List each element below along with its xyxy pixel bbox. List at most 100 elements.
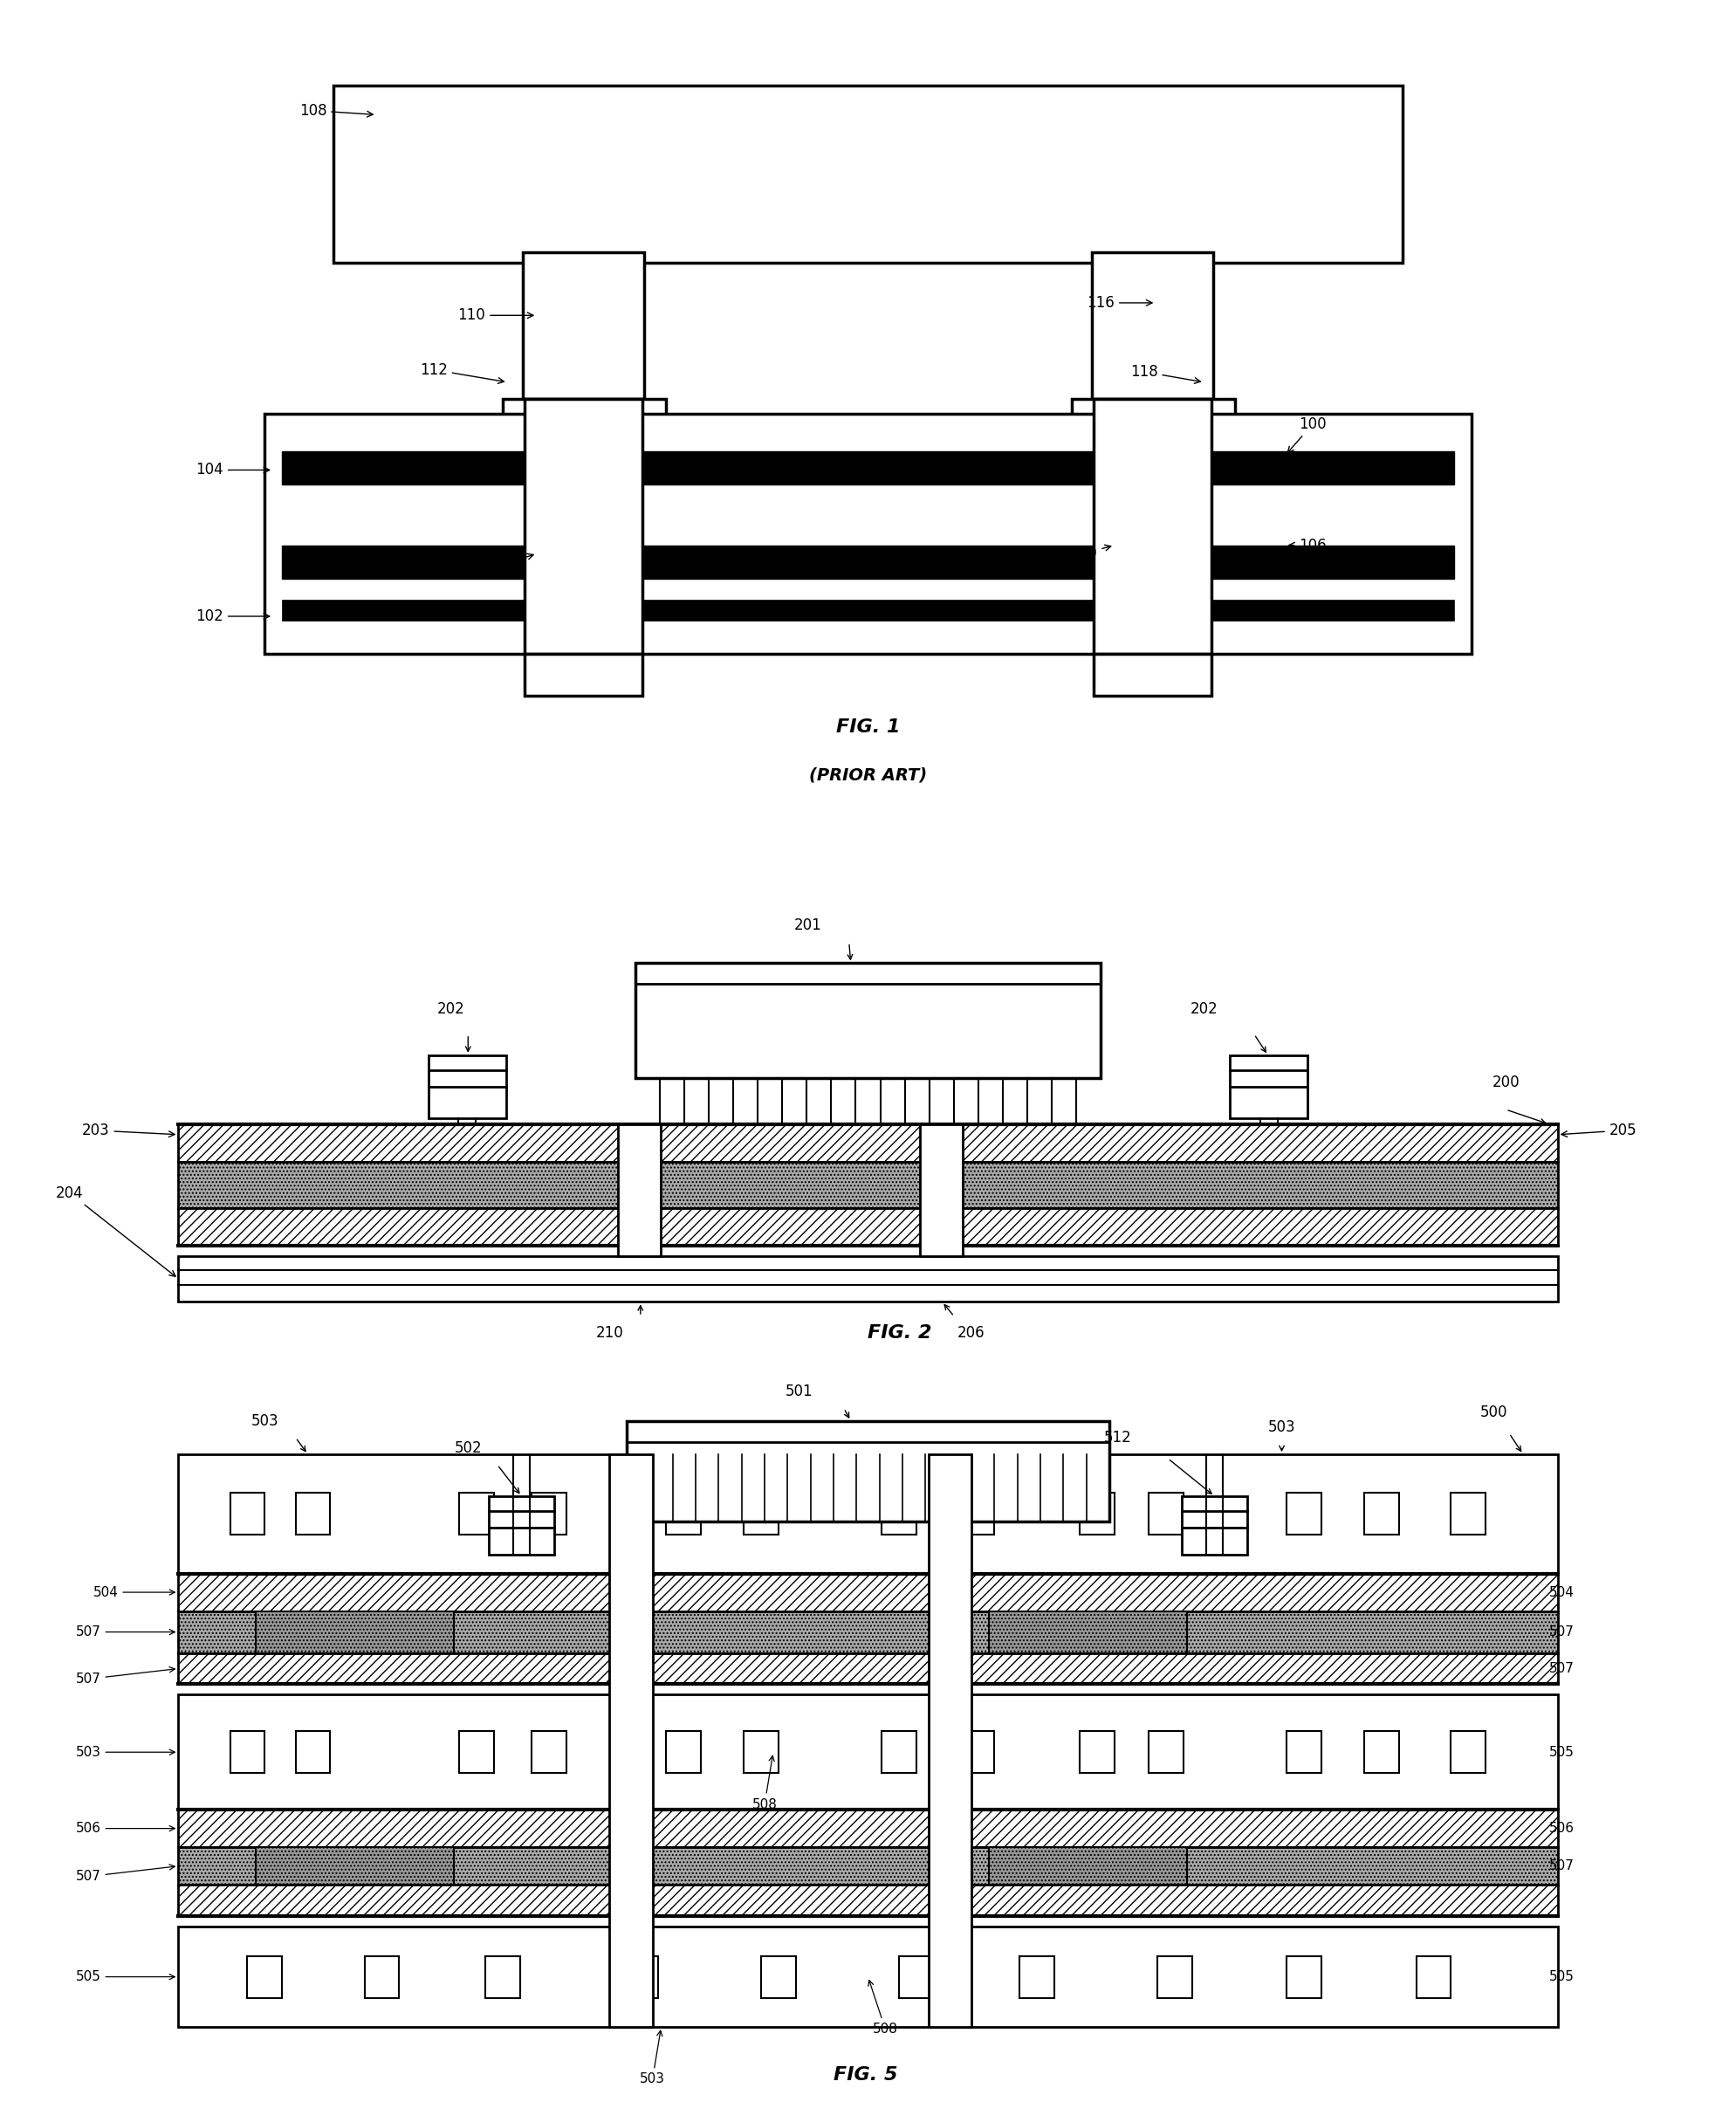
Bar bbox=[460, 1732, 495, 1774]
Text: 508: 508 bbox=[752, 1755, 778, 1812]
Text: 112: 112 bbox=[420, 362, 503, 383]
Bar bbox=[524, 654, 642, 696]
Bar bbox=[1094, 654, 1212, 696]
Bar bbox=[1019, 1957, 1054, 1997]
Text: 507: 507 bbox=[76, 1667, 175, 1686]
Bar bbox=[1092, 252, 1213, 399]
Bar bbox=[179, 1162, 1557, 1209]
Text: 206: 206 bbox=[958, 1324, 986, 1341]
Bar bbox=[1364, 1732, 1399, 1774]
Bar bbox=[531, 1492, 566, 1534]
Bar bbox=[502, 399, 667, 446]
Bar bbox=[523, 252, 644, 399]
Text: 120: 120 bbox=[1069, 544, 1111, 561]
Text: FIG. 2: FIG. 2 bbox=[868, 1324, 932, 1341]
Text: 106: 106 bbox=[1288, 538, 1326, 553]
Bar bbox=[1149, 1732, 1184, 1774]
Bar bbox=[281, 452, 1455, 486]
Text: 203: 203 bbox=[82, 1122, 175, 1139]
Bar bbox=[929, 1455, 972, 2026]
Text: 505: 505 bbox=[76, 1970, 175, 1984]
Bar bbox=[1417, 1957, 1451, 1997]
Text: 507: 507 bbox=[1549, 1663, 1575, 1675]
Bar bbox=[179, 1885, 1557, 1917]
Bar bbox=[1071, 399, 1236, 446]
Text: 202: 202 bbox=[437, 1001, 465, 1017]
Text: 503: 503 bbox=[76, 1745, 175, 1759]
Bar bbox=[745, 1492, 778, 1534]
Bar bbox=[231, 1492, 264, 1534]
Bar bbox=[179, 1255, 1557, 1301]
Bar bbox=[486, 1957, 519, 1997]
Text: 512: 512 bbox=[1104, 1429, 1132, 1446]
Text: FIG. 1: FIG. 1 bbox=[837, 719, 899, 736]
Bar bbox=[179, 1455, 1557, 1574]
Bar bbox=[281, 544, 1455, 578]
Text: 507: 507 bbox=[76, 1864, 175, 1883]
Bar bbox=[524, 399, 642, 654]
Text: 503: 503 bbox=[250, 1413, 278, 1429]
Bar bbox=[745, 1732, 778, 1774]
Bar bbox=[1286, 1492, 1321, 1534]
Bar bbox=[179, 1610, 1557, 1652]
Bar bbox=[882, 1492, 917, 1534]
Bar bbox=[179, 1810, 1557, 1848]
Bar bbox=[760, 1957, 795, 1997]
Bar bbox=[1182, 1497, 1246, 1555]
Bar bbox=[333, 86, 1403, 263]
Bar bbox=[179, 1928, 1557, 2026]
Bar bbox=[1451, 1732, 1486, 1774]
Bar bbox=[365, 1957, 399, 1997]
Text: 504: 504 bbox=[1549, 1585, 1575, 1600]
Text: 507: 507 bbox=[76, 1625, 175, 1640]
Text: 500: 500 bbox=[1481, 1404, 1507, 1421]
Text: 507: 507 bbox=[1549, 1860, 1575, 1873]
Bar bbox=[179, 1209, 1557, 1244]
Bar bbox=[1080, 1732, 1115, 1774]
Bar bbox=[179, 1848, 1557, 1885]
Text: 201: 201 bbox=[793, 919, 821, 933]
Text: 114: 114 bbox=[484, 553, 533, 574]
Text: 502: 502 bbox=[455, 1440, 483, 1457]
Text: 504: 504 bbox=[94, 1585, 175, 1600]
Text: 503: 503 bbox=[641, 2031, 665, 2085]
Bar bbox=[960, 1492, 993, 1534]
Bar bbox=[295, 1732, 330, 1774]
Text: 102: 102 bbox=[196, 607, 269, 624]
Bar bbox=[179, 1694, 1557, 1810]
Bar bbox=[255, 1848, 455, 1885]
Bar bbox=[1286, 1957, 1321, 1997]
Bar bbox=[1231, 1055, 1307, 1118]
Text: FIG. 5: FIG. 5 bbox=[833, 2066, 898, 2083]
Bar bbox=[295, 1492, 330, 1534]
Text: 204: 204 bbox=[56, 1186, 175, 1276]
Bar bbox=[281, 599, 1455, 620]
Bar bbox=[1451, 1492, 1486, 1534]
Bar bbox=[960, 1732, 993, 1774]
Bar bbox=[1286, 1732, 1321, 1774]
Text: 200: 200 bbox=[1491, 1074, 1519, 1091]
Bar bbox=[1080, 1492, 1115, 1534]
Bar bbox=[460, 1492, 495, 1534]
Text: 108: 108 bbox=[299, 103, 373, 118]
Text: (PRIOR ART): (PRIOR ART) bbox=[809, 767, 927, 784]
Text: 505: 505 bbox=[1549, 1970, 1575, 1984]
Bar bbox=[635, 963, 1101, 1078]
Text: 507: 507 bbox=[1549, 1625, 1575, 1640]
Text: 505: 505 bbox=[1549, 1745, 1575, 1759]
Bar bbox=[1364, 1492, 1399, 1534]
Bar bbox=[667, 1492, 701, 1534]
Text: 210: 210 bbox=[595, 1324, 623, 1341]
Bar bbox=[264, 414, 1472, 654]
Bar bbox=[490, 1497, 554, 1555]
Bar bbox=[990, 1848, 1187, 1885]
Text: 503: 503 bbox=[1267, 1419, 1295, 1436]
Bar bbox=[609, 1455, 653, 2026]
Text: 104: 104 bbox=[196, 462, 269, 477]
Bar bbox=[231, 1732, 264, 1774]
Text: 506: 506 bbox=[76, 1822, 175, 1835]
Bar bbox=[179, 1574, 1557, 1610]
Text: 116: 116 bbox=[1087, 294, 1153, 311]
Bar bbox=[179, 1652, 1557, 1684]
Bar bbox=[1149, 1492, 1184, 1534]
